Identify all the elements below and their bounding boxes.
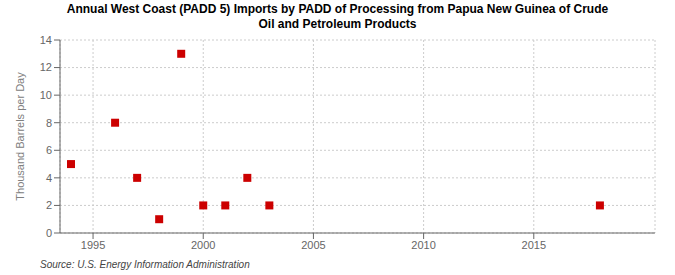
svg-text:2: 2	[46, 199, 52, 211]
svg-text:2000: 2000	[191, 239, 215, 251]
svg-text:1995: 1995	[81, 239, 105, 251]
svg-text:10: 10	[40, 89, 52, 101]
html-text:Oil and Petroleum Products: Oil and Petroleum Products	[258, 17, 417, 31]
svg-text:2015: 2015	[522, 239, 546, 251]
svg-text:8: 8	[46, 117, 52, 129]
svg-text:0: 0	[46, 227, 52, 239]
svg-text:6: 6	[46, 144, 52, 156]
svg-text:4: 4	[46, 172, 52, 184]
svg-text:14: 14	[40, 34, 52, 46]
html-text:Source: U.S. Energy Informatio: Source: U.S. Energy Information Administ…	[40, 259, 250, 270]
svg-text:2010: 2010	[411, 239, 435, 251]
svg-text:12: 12	[40, 61, 52, 73]
html-text:Annual West Coast (PADD 5) Imp: Annual West Coast (PADD 5) Imports by PA…	[66, 2, 609, 16]
svg-text:2005: 2005	[301, 239, 325, 251]
svg-text:Thousand Barrels per Day: Thousand Barrels per Day	[14, 72, 26, 201]
